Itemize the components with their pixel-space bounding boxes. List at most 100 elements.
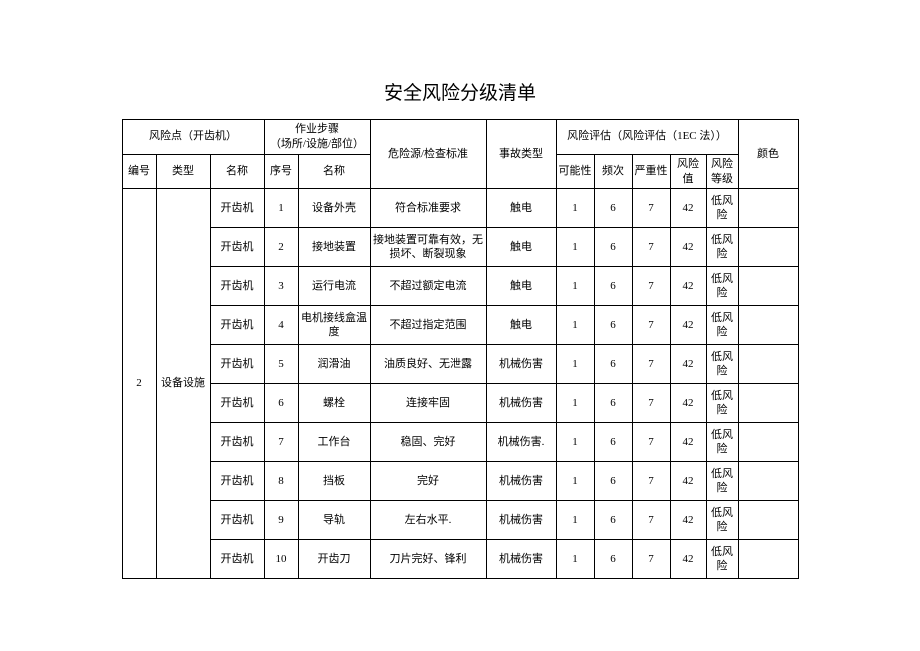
cell-seq: 5: [264, 345, 298, 384]
cell-v: 42: [670, 462, 706, 501]
cell-step: 挡板: [298, 462, 370, 501]
hdr-risk-point-group: 风险点（开齿机）: [122, 120, 264, 155]
cell-v: 42: [670, 228, 706, 267]
cell-f: 6: [594, 384, 632, 423]
cell-p: 1: [556, 462, 594, 501]
cell-v: 42: [670, 189, 706, 228]
cell-f: 6: [594, 462, 632, 501]
cell-accident: 机械伤害: [486, 384, 556, 423]
cell-color: [738, 501, 798, 540]
cell-hazard: 符合标准要求: [370, 189, 486, 228]
cell-hazard: 不超过额定电流: [370, 267, 486, 306]
hdr-seq: 序号: [264, 154, 298, 189]
hdr-eval-group: 风险评估（风险评估（1EC 法））: [556, 120, 738, 155]
table-body: 2设备设施开齿机1设备外壳符合标准要求触电16742低风险开齿机2接地装置接地装…: [122, 189, 798, 579]
cell-v: 42: [670, 540, 706, 579]
cell-accident: 触电: [486, 267, 556, 306]
cell-name: 开齿机: [210, 501, 264, 540]
cell-hazard: 完好: [370, 462, 486, 501]
table-row: 开齿机7工作台稳固、完好机械伤害.16742低风险: [122, 423, 798, 462]
cell-step: 接地装置: [298, 228, 370, 267]
cell-s: 7: [632, 267, 670, 306]
cell-p: 1: [556, 189, 594, 228]
cell-hazard: 油质良好、无泄露: [370, 345, 486, 384]
cell-seq: 9: [264, 501, 298, 540]
cell-f: 6: [594, 345, 632, 384]
cell-name: 开齿机: [210, 345, 264, 384]
cell-s: 7: [632, 501, 670, 540]
hdr-step-group: 作业步骤 （场所/设施/部位）: [264, 120, 370, 155]
cell-p: 1: [556, 267, 594, 306]
cell-accident: 触电: [486, 189, 556, 228]
cell-f: 6: [594, 306, 632, 345]
hdr-color: 颜色: [738, 120, 798, 189]
cell-s: 7: [632, 345, 670, 384]
page-title: 安全风险分级清单: [0, 78, 920, 105]
cell-step: 导轨: [298, 501, 370, 540]
cell-v: 42: [670, 384, 706, 423]
cell-lvl: 低风险: [706, 540, 738, 579]
cell-step: 开齿刀: [298, 540, 370, 579]
cell-p: 1: [556, 423, 594, 462]
cell-step: 电机接线盒温度: [298, 306, 370, 345]
cell-s: 7: [632, 384, 670, 423]
hdr-name: 名称: [210, 154, 264, 189]
cell-step: 润滑油: [298, 345, 370, 384]
table-row: 开齿机8挡板完好机械伤害16742低风险: [122, 462, 798, 501]
cell-f: 6: [594, 501, 632, 540]
cell-hazard: 连接牢固: [370, 384, 486, 423]
cell-step: 运行电流: [298, 267, 370, 306]
cell-p: 1: [556, 306, 594, 345]
cell-color: [738, 462, 798, 501]
cell-f: 6: [594, 423, 632, 462]
cell-hazard: 左右水平.: [370, 501, 486, 540]
cell-seq: 2: [264, 228, 298, 267]
cell-p: 1: [556, 384, 594, 423]
table-row: 开齿机10开齿刀刀片完好、锋利机械伤害16742低风险: [122, 540, 798, 579]
hdr-accident: 事故类型: [486, 120, 556, 189]
cell-name: 开齿机: [210, 267, 264, 306]
cell-accident: 触电: [486, 306, 556, 345]
cell-s: 7: [632, 423, 670, 462]
cell-color: [738, 423, 798, 462]
cell-seq: 3: [264, 267, 298, 306]
table-row: 开齿机4电机接线盒温度不超过指定范围触电16742低风险: [122, 306, 798, 345]
table-row: 开齿机6螺栓连接牢固机械伤害16742低风险: [122, 384, 798, 423]
cell-seq: 4: [264, 306, 298, 345]
cell-hazard: 刀片完好、锋利: [370, 540, 486, 579]
cell-name: 开齿机: [210, 462, 264, 501]
hdr-step-name: 名称: [298, 154, 370, 189]
hdr-likelihood: 可能性: [556, 154, 594, 189]
cell-color: [738, 228, 798, 267]
table-row: 开齿机5润滑油油质良好、无泄露机械伤害16742低风险: [122, 345, 798, 384]
cell-color: [738, 267, 798, 306]
cell-p: 1: [556, 345, 594, 384]
cell-p: 1: [556, 501, 594, 540]
cell-lvl: 低风险: [706, 189, 738, 228]
hdr-no: 编号: [122, 154, 156, 189]
cell-lvl: 低风险: [706, 423, 738, 462]
cell-color: [738, 540, 798, 579]
cell-seq: 6: [264, 384, 298, 423]
cell-v: 42: [670, 267, 706, 306]
cell-group-type: 设备设施: [156, 189, 210, 579]
cell-lvl: 低风险: [706, 306, 738, 345]
cell-v: 42: [670, 423, 706, 462]
cell-seq: 1: [264, 189, 298, 228]
cell-name: 开齿机: [210, 306, 264, 345]
cell-seq: 8: [264, 462, 298, 501]
cell-name: 开齿机: [210, 423, 264, 462]
cell-lvl: 低风险: [706, 501, 738, 540]
cell-f: 6: [594, 228, 632, 267]
cell-lvl: 低风险: [706, 462, 738, 501]
hdr-hazard: 危险源/检查标准: [370, 120, 486, 189]
risk-table: 风险点（开齿机） 作业步骤 （场所/设施/部位） 危险源/检查标准 事故类型 风…: [122, 119, 799, 579]
cell-hazard: 稳固、完好: [370, 423, 486, 462]
table-row: 开齿机9导轨左右水平.机械伤害16742低风险: [122, 501, 798, 540]
cell-v: 42: [670, 306, 706, 345]
cell-v: 42: [670, 501, 706, 540]
cell-f: 6: [594, 540, 632, 579]
cell-f: 6: [594, 267, 632, 306]
cell-s: 7: [632, 462, 670, 501]
hdr-type: 类型: [156, 154, 210, 189]
